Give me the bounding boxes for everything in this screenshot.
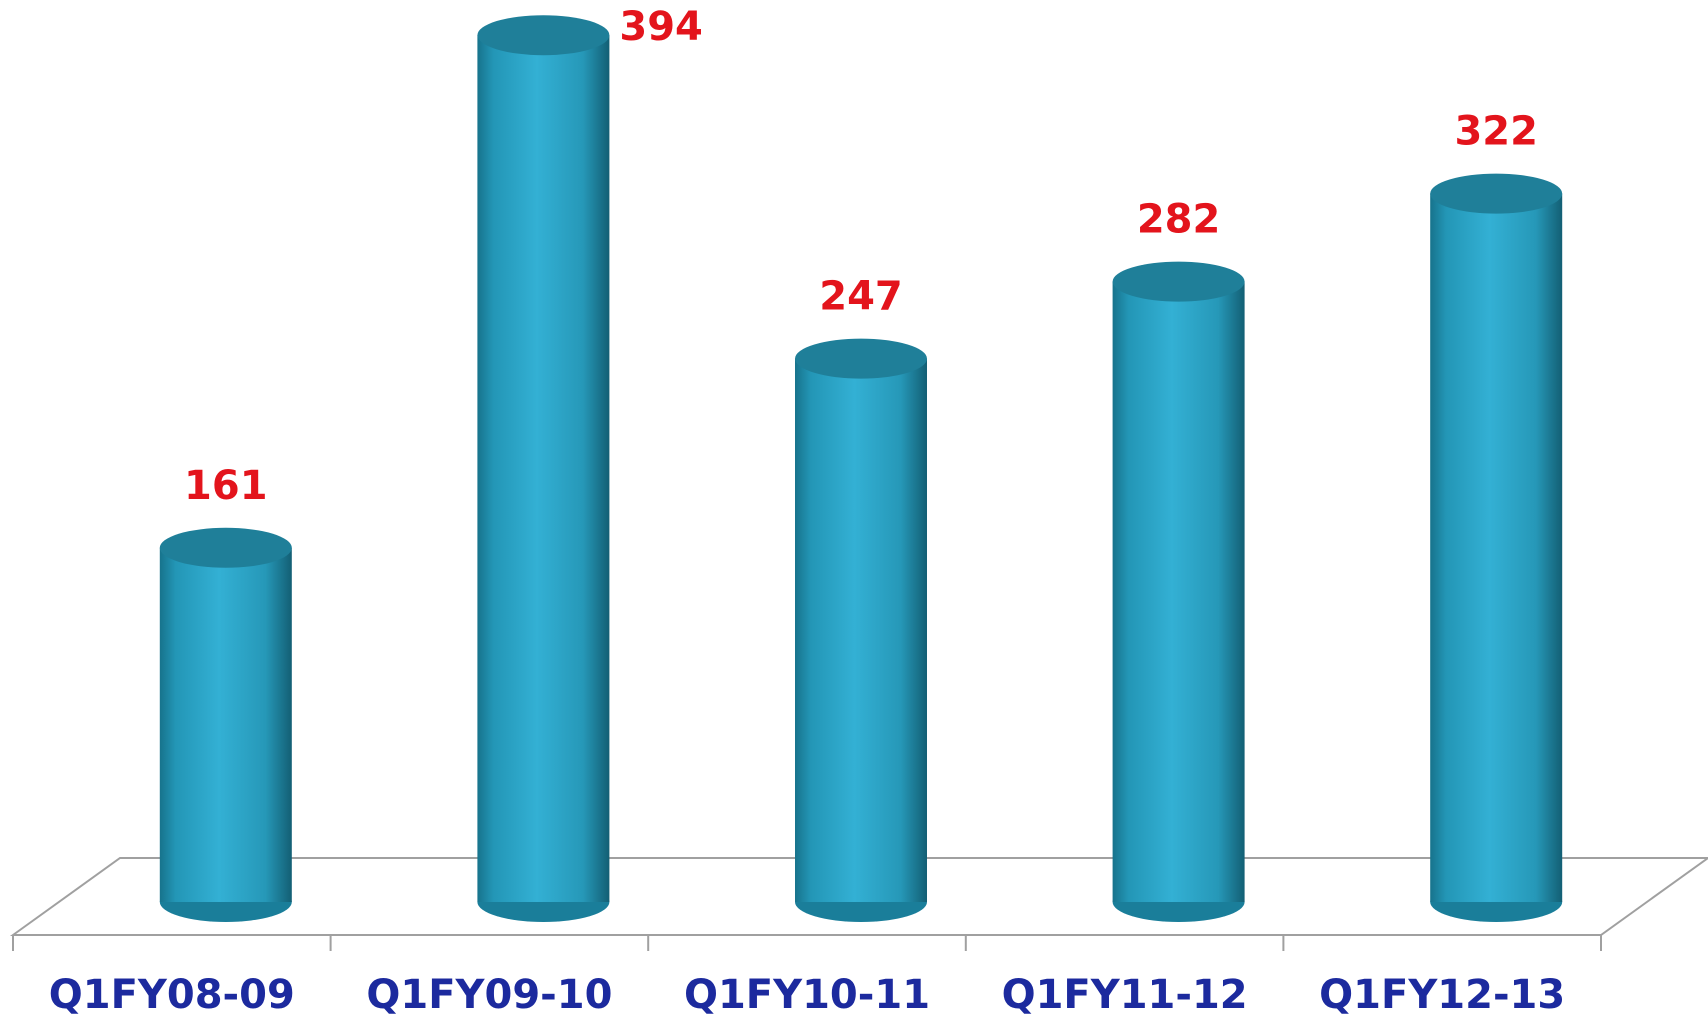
bar <box>1112 281 1245 903</box>
value-label: 282 <box>1137 197 1221 243</box>
x-tick-label: Q1FY12-13 <box>1319 972 1565 1018</box>
bar <box>159 547 292 902</box>
cylinder-top <box>795 338 927 379</box>
bar <box>1430 193 1563 903</box>
cylinder-top <box>477 15 610 56</box>
x-tick-label: Q1FY11-12 <box>1002 972 1248 1018</box>
value-label: 247 <box>819 274 903 320</box>
value-label: 394 <box>619 4 703 50</box>
x-tick-label: Q1FY08-09 <box>49 972 295 1018</box>
bar <box>477 35 610 902</box>
cylinder-top <box>1430 173 1563 214</box>
value-label: 161 <box>184 463 268 509</box>
x-tick-label: Q1FY10-11 <box>684 972 930 1018</box>
x-tick-label: Q1FY09-10 <box>366 972 612 1018</box>
floor <box>9 857 1708 936</box>
bar <box>795 358 927 903</box>
cylinder-top <box>159 527 292 568</box>
cylinder-top <box>1112 261 1245 302</box>
value-label: 322 <box>1454 109 1538 155</box>
